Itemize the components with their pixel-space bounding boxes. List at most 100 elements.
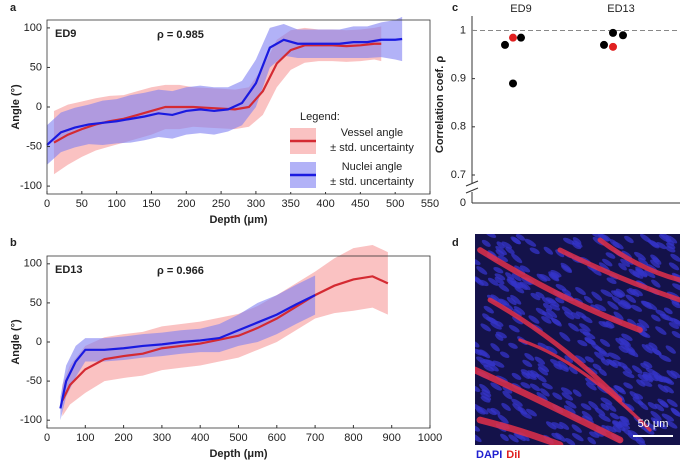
nucleus [642,371,652,378]
y-tick-label: 50 [30,61,42,73]
angle-line [59,294,316,409]
axis-break [465,187,479,194]
legend-label: Vessel angle [341,127,403,139]
nucleus [654,403,665,412]
nucleus [479,383,491,394]
nucleus [644,269,656,279]
nucleus [498,283,510,292]
channel-label: DAPI [476,449,502,461]
nucleus [609,412,620,420]
nucleus [490,343,500,352]
nucleus [670,253,680,262]
nucleus [623,382,633,389]
annotation: ρ = 0.966 [157,265,204,277]
vessel-streak [475,366,624,444]
legend-title: Legend: [300,111,340,123]
nucleus [605,425,617,433]
nucleus [627,318,637,327]
nucleus [486,408,497,416]
nucleus [505,272,515,281]
nucleus [496,241,505,249]
nucleus [615,337,625,346]
chart-title: ED9 [55,28,76,40]
y-tick-label: 100 [24,258,42,270]
nucleus [608,352,621,360]
nucleus [599,234,611,242]
nucleus [571,432,584,442]
point [609,42,617,51]
nucleus [666,420,678,429]
nucleus [647,402,658,410]
point [517,33,525,42]
nucleus [587,437,597,445]
nucleus [636,379,646,387]
nucleus [563,237,575,245]
nucleus [582,415,594,424]
y-axis-label: Angle (°) [10,319,22,365]
nucleus [645,301,658,311]
nucleus [650,410,662,421]
nucleus [522,359,533,368]
nucleus [494,273,506,281]
nucleus [511,237,522,245]
nucleus [580,403,592,411]
nucleus [657,384,669,393]
nucleus [591,291,603,301]
nucleus [475,433,482,443]
nucleus [600,289,613,298]
nucleus [502,386,513,394]
nucleus [650,259,661,268]
nucleus [652,418,663,426]
nucleus [497,255,509,263]
nucleus [598,350,610,358]
panel-letter: d [452,237,459,249]
nucleus [651,348,662,356]
nucleus [661,413,674,422]
nucleus [537,363,550,373]
legend-sublabel: ± std. uncertainty [330,142,414,154]
nucleus [559,421,570,430]
nucleus [476,349,488,357]
y-tick-label: 0.8 [451,121,466,133]
nucleus [475,277,484,286]
nucleus [487,277,499,286]
nucleus [613,385,625,393]
nucleus [506,278,518,288]
nucleus [551,422,564,430]
nucleus [475,385,481,392]
nucleus [618,337,630,346]
nucleus [671,330,680,339]
x-tick-label: 150 [142,198,160,210]
nucleus [606,277,617,285]
nucleus [476,266,488,275]
nucleus [633,393,644,400]
nucleus [585,382,597,391]
nucleus [598,368,607,377]
nucleus [545,421,557,430]
nucleus [548,271,559,281]
nucleus [669,317,680,325]
nucleus [495,249,505,257]
nucleus [551,432,562,440]
nucleus [617,361,628,369]
nucleus [568,366,578,375]
nucleus [501,402,511,411]
nucleus [512,316,524,325]
nucleus [605,252,616,259]
annotation: ρ = 0.985 [157,29,204,41]
nucleus [508,434,519,443]
nucleus [481,239,491,247]
nucleus [483,364,495,372]
nucleus [663,385,674,394]
nucleus [524,352,535,361]
point [509,79,517,88]
nucleus [547,299,560,308]
nucleus [560,387,573,395]
nucleus [529,383,541,392]
nucleus [666,398,678,408]
nucleus [511,372,522,380]
nucleus [662,376,673,384]
nucleus [632,271,644,279]
nucleus [490,407,501,415]
x-tick-label: 100 [107,198,125,210]
